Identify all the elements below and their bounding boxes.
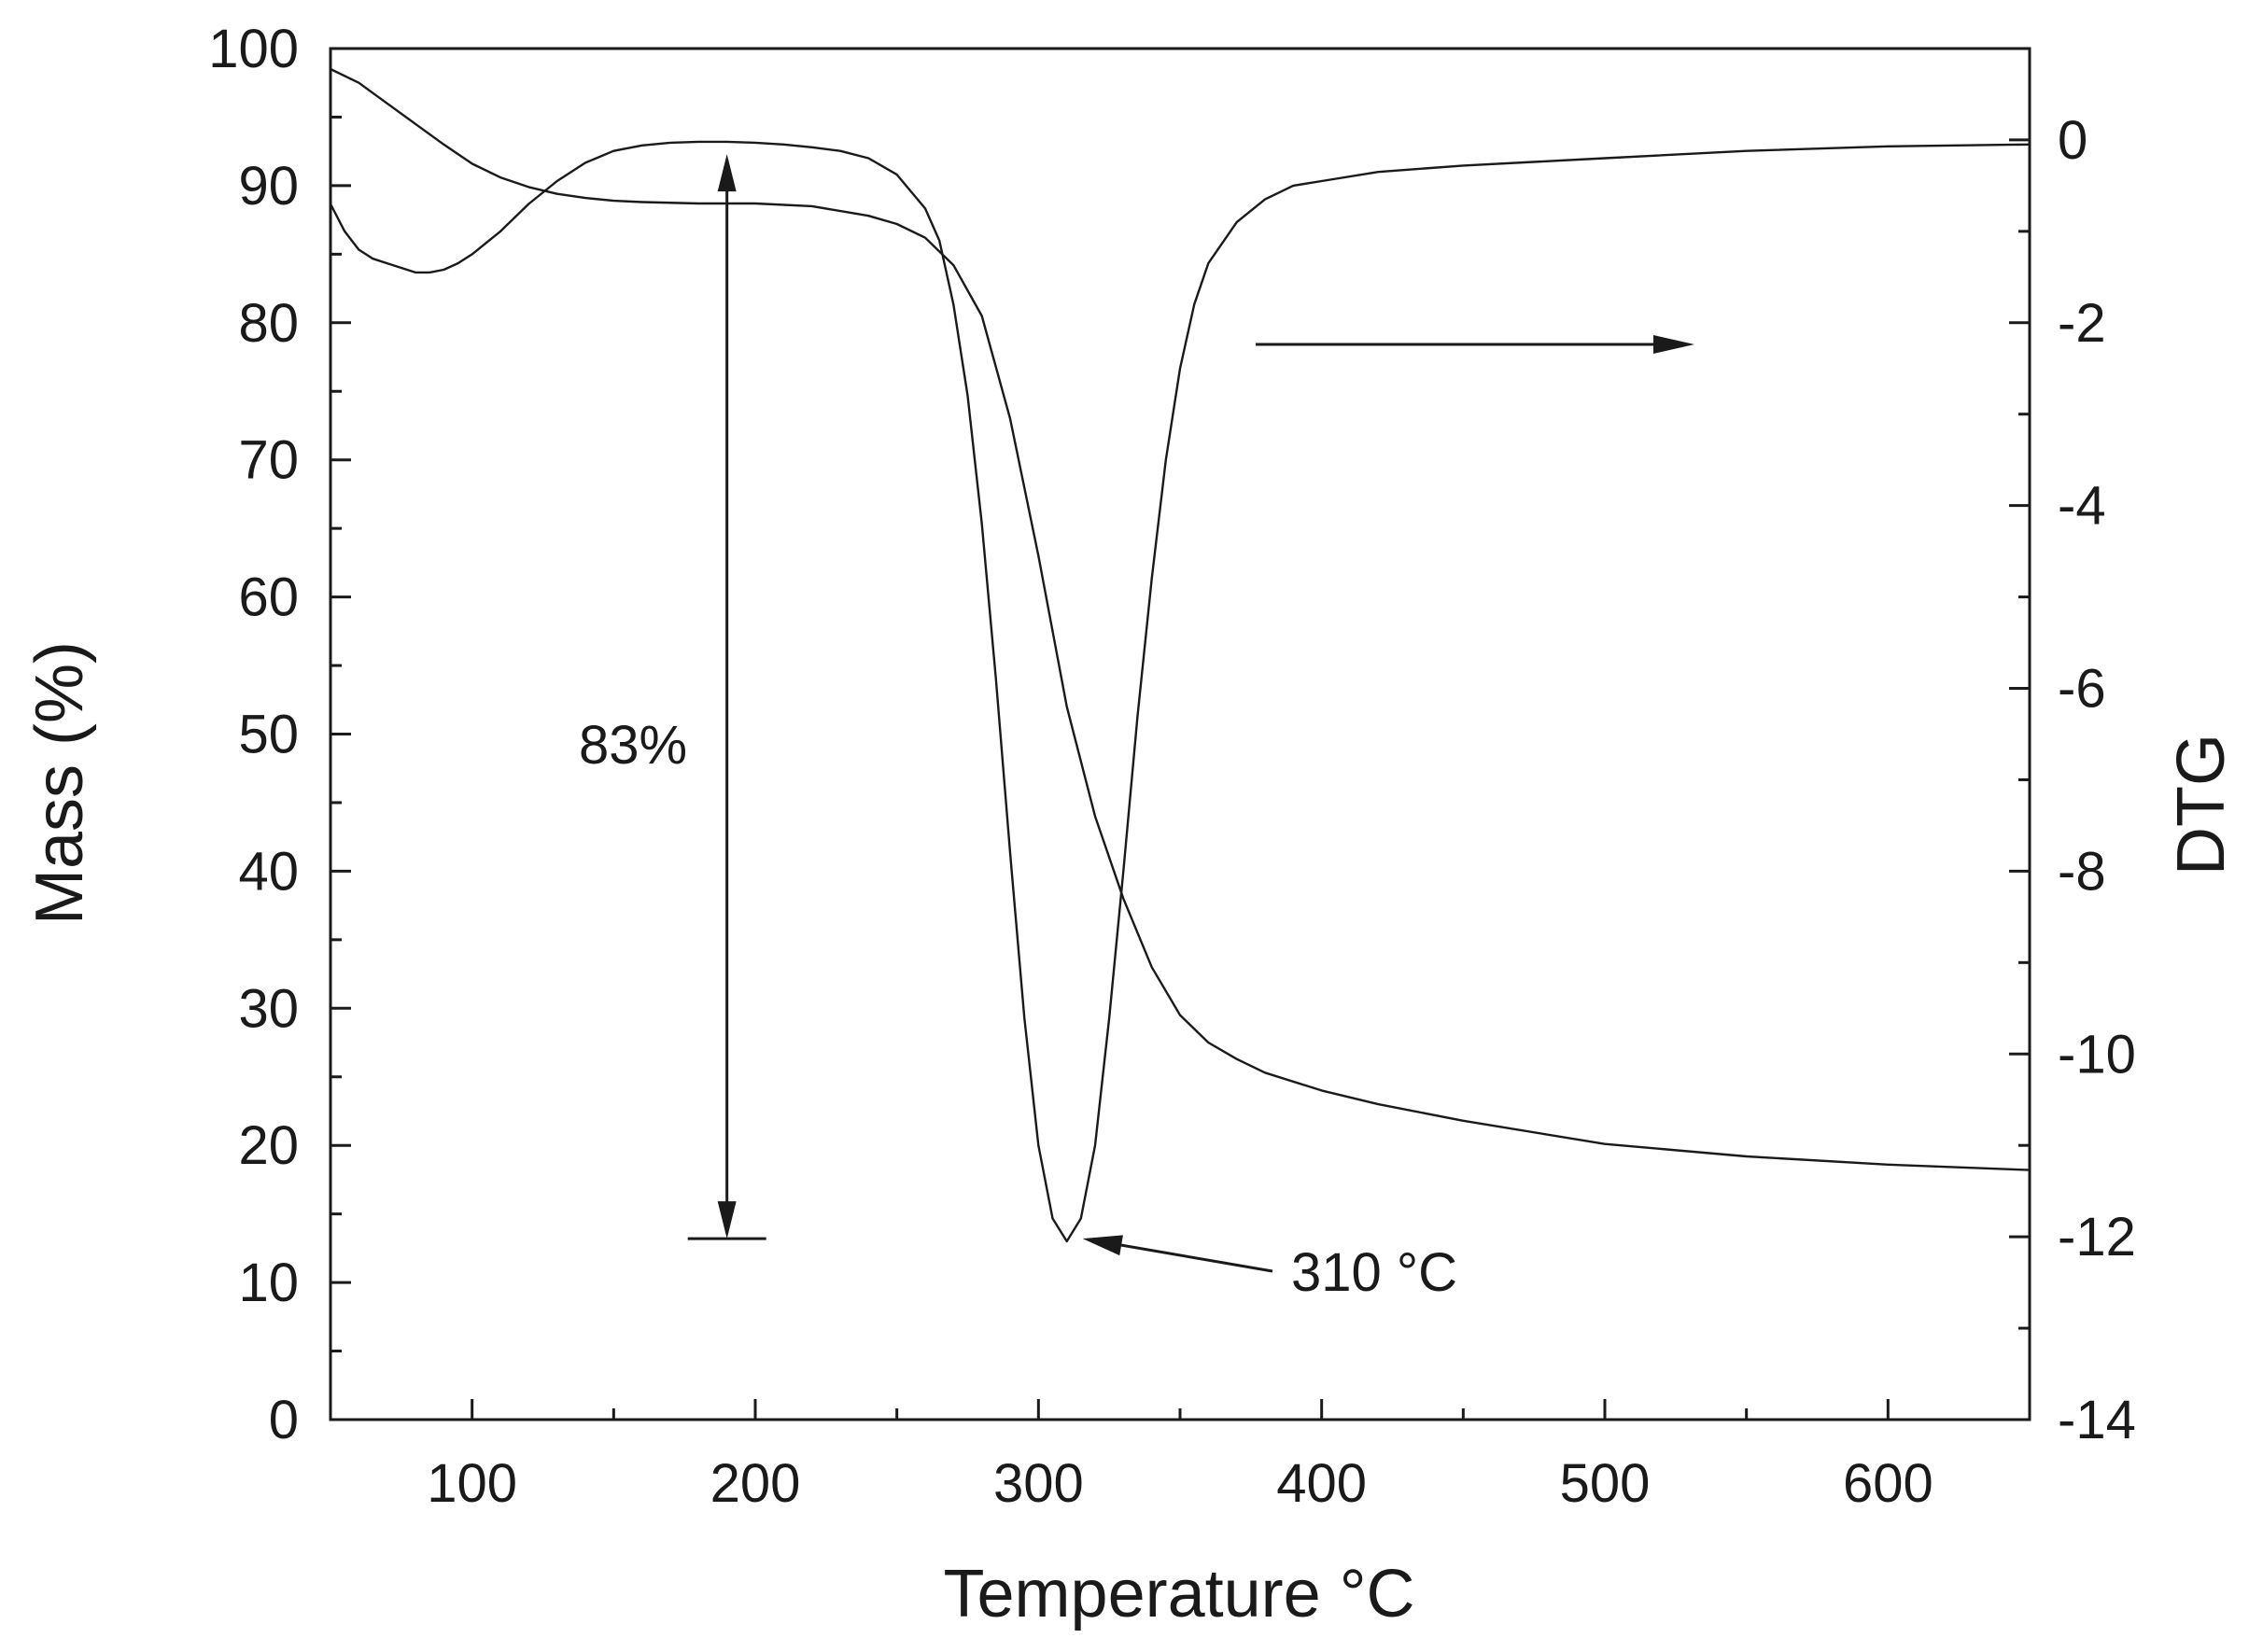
mass-loss-arrow-head-bottom [717,1201,737,1239]
y-tick-label: 40 [238,841,299,902]
mass-curve [330,67,2031,1171]
y-tick-label: 50 [238,705,299,765]
y-tick-label: 10 [238,1253,299,1313]
right-axis-arrow-head [1653,335,1694,354]
mass-loss-arrow-head-top [717,154,737,192]
peak-arrow-head [1082,1235,1123,1256]
y2-axis-title: DTG [2164,734,2239,875]
y2-tick-label: -8 [2058,841,2106,902]
peak-arrow-shaft [1110,1241,1273,1273]
x-axis-title: Temperature °C [944,1557,1415,1631]
x-tick-label: 400 [1276,1453,1367,1514]
y2-tick-label: -2 [2058,293,2106,354]
y-tick-label: 0 [269,1390,299,1450]
y-tick-label: 100 [208,19,299,79]
y2-tick-label: -14 [2058,1390,2136,1450]
y2-tick-label: -6 [2058,659,2106,720]
y2-tick-label: -10 [2058,1024,2136,1085]
annotation-layer [687,154,1694,1273]
y-tick-label: 20 [238,1115,299,1176]
y-tick-label: 80 [238,293,299,354]
y2-tick-label: 0 [2058,110,2087,171]
peak-temp-label: 310 °C [1291,1242,1457,1303]
x-tick-label: 500 [1560,1453,1651,1514]
x-tick-label: 300 [993,1453,1084,1514]
mass-loss-label: 83% [579,715,687,776]
y-tick-label: 70 [238,430,299,491]
ticks-layer: 100 200 300 400 500 600 0 10 20 30 40 50 60 70 80 90 100… [208,19,2136,1514]
x-tick-label: 100 [427,1453,517,1514]
y-tick-label: 30 [238,978,299,1039]
series-layer [329,67,2031,1243]
y-axis-title: Mass (%) [22,641,97,925]
dtg-curve [329,140,2031,1243]
x-tick-label: 600 [1843,1453,1933,1514]
y-tick-label: 60 [238,567,299,628]
y2-tick-label: -4 [2058,476,2106,537]
y2-tick-label: -12 [2058,1207,2136,1267]
x-tick-label: 200 [710,1453,801,1514]
y-tick-label: 90 [238,156,299,217]
